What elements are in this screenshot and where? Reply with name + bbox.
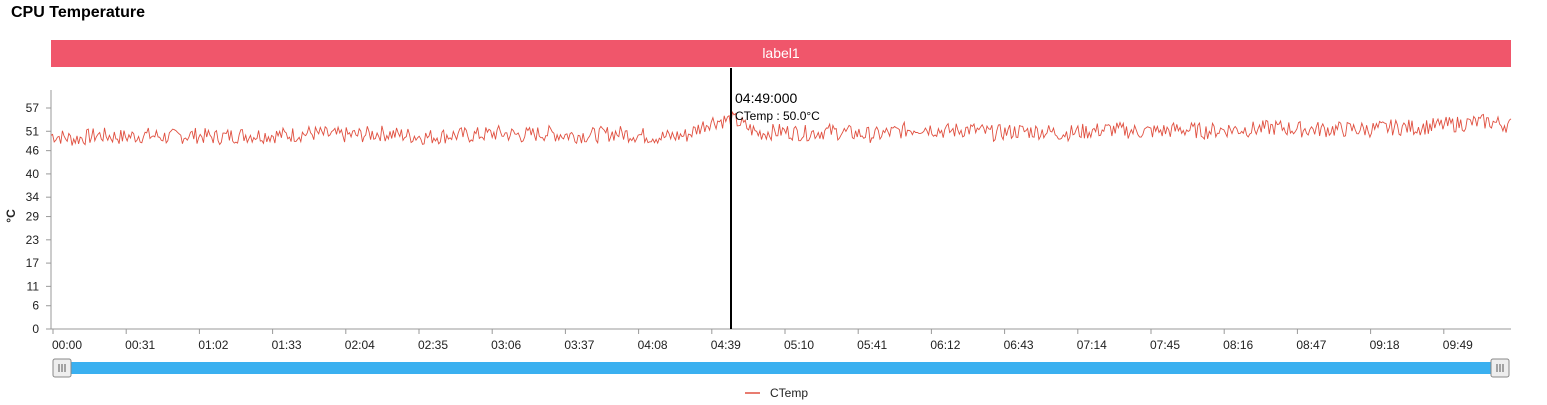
x-tick-label: 02:35 xyxy=(418,338,448,352)
y-axis-label: °C xyxy=(4,209,18,223)
x-tick-label: 01:02 xyxy=(198,338,228,352)
y-tick-label: 51 xyxy=(26,124,40,138)
x-tick-label: 08:16 xyxy=(1223,338,1253,352)
x-tick-label: 03:06 xyxy=(491,338,521,352)
x-tick-label: 07:45 xyxy=(1150,338,1180,352)
x-tick-label: 06:43 xyxy=(1004,338,1034,352)
cursor-layer: 04:49:000 CTemp : 50.0°C xyxy=(730,68,820,329)
legend[interactable]: CTemp xyxy=(745,386,808,400)
y-tick-label: 17 xyxy=(26,256,40,270)
x-tick-label: 08:47 xyxy=(1296,338,1326,352)
range-slider[interactable] xyxy=(52,358,1510,378)
x-tick-label: 04:39 xyxy=(711,338,741,352)
y-axis: 0 6 11 17 23 29 34 40 46 51 57 xyxy=(26,90,52,336)
tooltip-time: 04:49:000 xyxy=(735,90,797,106)
x-tick-label: 04:08 xyxy=(638,338,668,352)
x-tick-label: 00:00 xyxy=(52,338,82,352)
x-tick-label: 09:18 xyxy=(1370,338,1400,352)
y-tick-label: 46 xyxy=(26,144,40,158)
x-tick-label: 06:12 xyxy=(930,338,960,352)
y-tick-label: 0 xyxy=(32,322,39,336)
x-tick-label: 02:04 xyxy=(345,338,375,352)
legend-label-ctemp: CTemp xyxy=(770,386,808,400)
y-tick-label: 29 xyxy=(26,210,40,224)
page-title: CPU Temperature xyxy=(11,4,145,21)
x-tick-label: 05:10 xyxy=(784,338,814,352)
slider-track xyxy=(58,362,1504,374)
x-tick-label: 07:14 xyxy=(1077,338,1107,352)
tooltip-value: CTemp : 50.0°C xyxy=(735,109,820,123)
slider-left-handle[interactable] xyxy=(52,358,72,378)
y-tick-label: 34 xyxy=(26,190,40,204)
x-tick-label: 00:31 xyxy=(125,338,155,352)
x-tick-label: 01:33 xyxy=(272,338,302,352)
x-tick-label: 03:37 xyxy=(564,338,594,352)
x-axis: 00:00 00:31 01:02 01:33 02:04 02:35 03:06 03:37… xyxy=(51,328,1511,352)
y-tick-label: 57 xyxy=(26,101,40,115)
slider-right-handle[interactable] xyxy=(1490,358,1510,378)
label-banner: label1 xyxy=(51,40,1511,67)
series-layer xyxy=(50,110,1512,146)
series-line-ctemp xyxy=(50,110,1512,146)
y-tick-label: 11 xyxy=(27,279,40,293)
y-tick-label: 40 xyxy=(26,167,40,181)
y-tick-label: 23 xyxy=(26,233,40,247)
x-tick-label: 05:41 xyxy=(857,338,887,352)
y-tick-label: 6 xyxy=(32,299,39,313)
x-tick-label: 09:49 xyxy=(1443,338,1473,352)
